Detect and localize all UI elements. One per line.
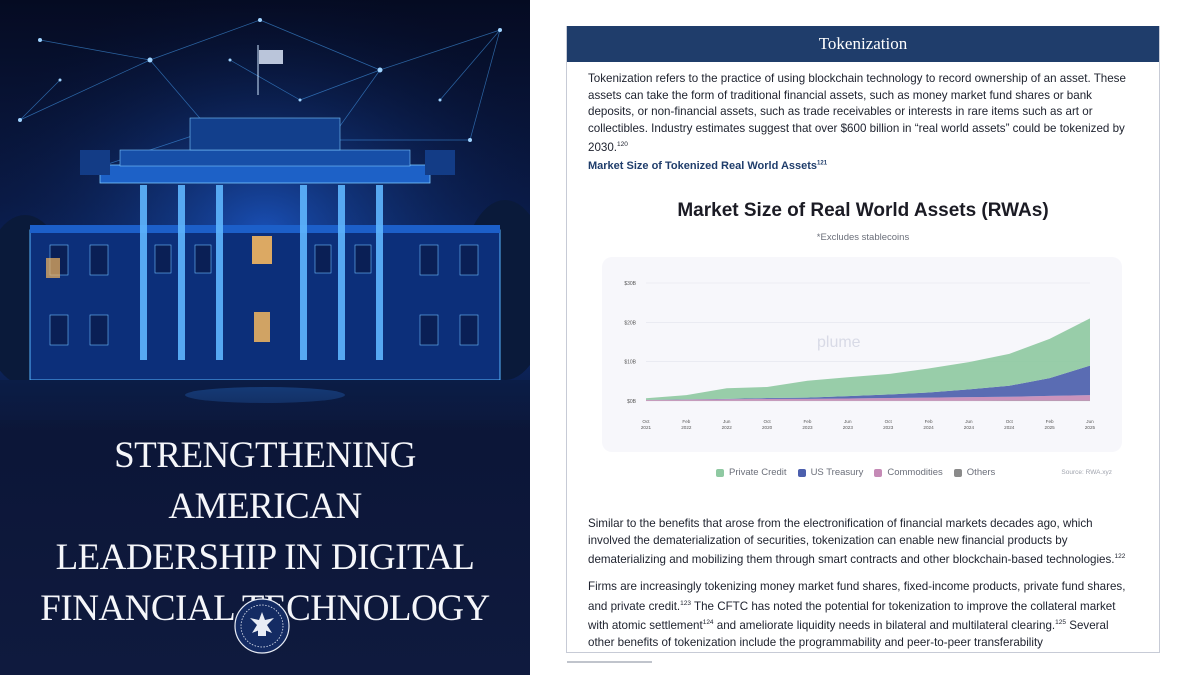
cover-title-line: LEADERSHIP IN DIGITAL (55, 537, 475, 578)
legend-label: Others (966, 467, 996, 478)
footnote-ref: 124 (702, 619, 714, 627)
x-tick-label: Feb 2023 (802, 419, 813, 430)
footer-divider (567, 661, 652, 663)
legend-swatch (874, 468, 883, 477)
y-tick-label: $0B (627, 399, 637, 405)
body-paragraph: Firms are increasingly tokenizing money … (588, 579, 1136, 651)
area-series-private-credit (646, 318, 1090, 400)
document-page: Tokenization Tokenization refers to the … (566, 26, 1160, 663)
legend-label: US Treasury (810, 467, 864, 478)
x-tick-label: Feb 2025 (1045, 419, 1056, 430)
y-tick-label: $20B (624, 320, 636, 326)
chart-title: Market Size of Real World Assets (RWAs) (677, 200, 1049, 221)
area-chart: $0B $10B $20B $30B plume Oct 2021 Feb 2022 Jun 202… (624, 281, 1096, 430)
area-series-commodities (646, 395, 1090, 401)
paragraph-text: Similar to the benefits that arose from … (588, 517, 1115, 567)
chart-subtitle: *Excludes stablecoins (816, 232, 910, 243)
x-tick-label: Oct 2021 (641, 419, 652, 430)
body-paragraph: Tokenization refers to the practice of u… (588, 71, 1136, 157)
section-title: Tokenization (567, 26, 1159, 62)
chart-plot-area: $0B $10B $20B $30B plume Oct 2021 Feb 2022 Jun 202… (602, 257, 1122, 452)
legend-item: Commodities (874, 467, 943, 478)
legend-item: US Treasury (797, 467, 864, 478)
y-tick-label: $10B (624, 360, 636, 366)
footnote-ref: 125 (1055, 619, 1066, 627)
x-tick-label: Feb 2022 (681, 419, 692, 430)
presidential-seal-icon (234, 598, 290, 654)
chart-legend: Private Credit US Treasury Commodities Othe… (716, 467, 1006, 480)
legend-item: Private Credit (716, 467, 787, 478)
footnote-ref: 122 (1114, 553, 1126, 561)
report-cover: STRENGTHENING AMERICAN LEADERSHIP IN DIG… (0, 0, 530, 675)
x-tick-label: Jun 2023 (843, 419, 854, 430)
x-tick-label: Oct 2024 (1004, 419, 1015, 430)
white-house-illustration (0, 0, 530, 420)
legend-swatch (716, 468, 724, 477)
x-tick-label: Jun 2024 (964, 419, 975, 430)
paragraph-text: and ameliorate liquidity needs in bilate… (713, 618, 1056, 632)
chart-caption-text: Market Size of Tokenized Real World Asse… (588, 160, 818, 172)
legend-swatch (953, 468, 962, 477)
x-tick-label: Feb 2024 (923, 419, 934, 430)
footnote-ref: 121 (817, 160, 828, 167)
legend-item: Others (953, 467, 996, 478)
x-tick-label: Oct 2023 (883, 419, 894, 430)
body-paragraph: Similar to the benefits that arose from … (588, 516, 1136, 569)
x-tick-label: Jun 2025 (1085, 419, 1096, 430)
paragraph-text: Firms are increasingly tokenizing money … (588, 580, 1126, 613)
chart-source: Source: RWA.xyz (1061, 469, 1112, 476)
legend-label: Commodities (887, 467, 943, 478)
paragraph-text: The CFTC has noted the potential for tok… (588, 599, 1116, 632)
x-tick-label: Jun 2022 (722, 419, 733, 430)
footnote-ref: 120 (617, 141, 628, 149)
area-series-us-treasury (646, 365, 1090, 401)
footnote-ref: 123 (680, 599, 692, 607)
chart-caption: Market Size of Tokenized Real World Asse… (588, 160, 827, 172)
cover-title-line: STRENGTHENING AMERICAN (114, 435, 416, 527)
y-tick-label: $30B (624, 281, 636, 287)
legend-swatch (797, 468, 806, 477)
chart-figure: Market Size of Real World Assets (RWAs) … (588, 182, 1138, 494)
chart-watermark: plume (817, 334, 861, 351)
paragraph-text: Tokenization refers to the practice of u… (588, 72, 1126, 155)
x-tick-label: Oct 2020 (762, 419, 773, 430)
legend-label: Private Credit (729, 467, 787, 478)
paragraph-text: Several other benefits of tokenization i… (588, 618, 1109, 649)
